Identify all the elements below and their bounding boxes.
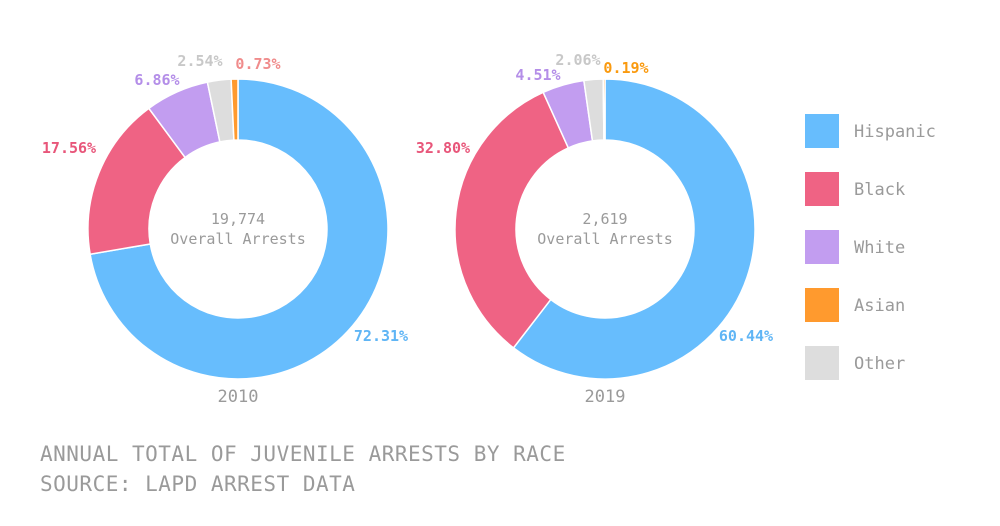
slice-label-black: 32.80%: [416, 139, 470, 157]
legend: Hispanic Black White Asian Other: [805, 114, 936, 380]
slice-label-other: 2.54%: [177, 52, 222, 70]
legend-label-other: Other: [854, 354, 905, 374]
slice-label-hispanic: 60.44%: [719, 327, 773, 345]
legend-label-hispanic: Hispanic: [854, 122, 936, 142]
legend-swatch-other: [805, 346, 839, 380]
slice-label-white: 4.51%: [515, 66, 560, 84]
slice-label-asian: 0.19%: [603, 59, 648, 77]
donut-charts: 72.31% 17.56% 6.86%2.54% 0.73% 19,774 Overall…: [0, 0, 1000, 526]
donut-chart-2019: 60.44% 32.80% 4.51%2.06% 0.19% 2,619 Overall …: [416, 51, 773, 407]
legend-label-white: White: [854, 238, 905, 258]
slice-label-asian: 0.73%: [235, 55, 280, 73]
center-value: 2,619: [582, 210, 627, 228]
legend-label-black: Black: [854, 180, 905, 200]
center-label: Overall Arrests: [537, 230, 672, 248]
legend-swatch-asian: [805, 288, 839, 322]
legend-swatch-hispanic: [805, 114, 839, 148]
slice-label-white: 6.86%: [134, 71, 179, 89]
caption: ANNUAL TOTAL OF JUVENILE ARRESTS BY RACE…: [40, 442, 566, 496]
center-value: 19,774: [211, 210, 265, 228]
donut-chart-2010: 72.31% 17.56% 6.86%2.54% 0.73% 19,774 Overall…: [42, 52, 408, 407]
legend-label-asian: Asian: [854, 296, 905, 316]
slice-asian: [603, 79, 605, 140]
slice-label-other: 2.06%: [555, 51, 600, 69]
year-label: 2019: [585, 387, 626, 407]
slice-label-hispanic: 72.31%: [354, 327, 408, 345]
legend-swatch-white: [805, 230, 839, 264]
caption-title: ANNUAL TOTAL OF JUVENILE ARRESTS BY RACE: [40, 442, 566, 466]
caption-source: SOURCE: LAPD ARREST DATA: [40, 472, 355, 496]
year-label: 2010: [218, 387, 259, 407]
center-label: Overall Arrests: [170, 230, 305, 248]
legend-swatch-black: [805, 172, 839, 206]
slice-label-black: 17.56%: [42, 139, 96, 157]
